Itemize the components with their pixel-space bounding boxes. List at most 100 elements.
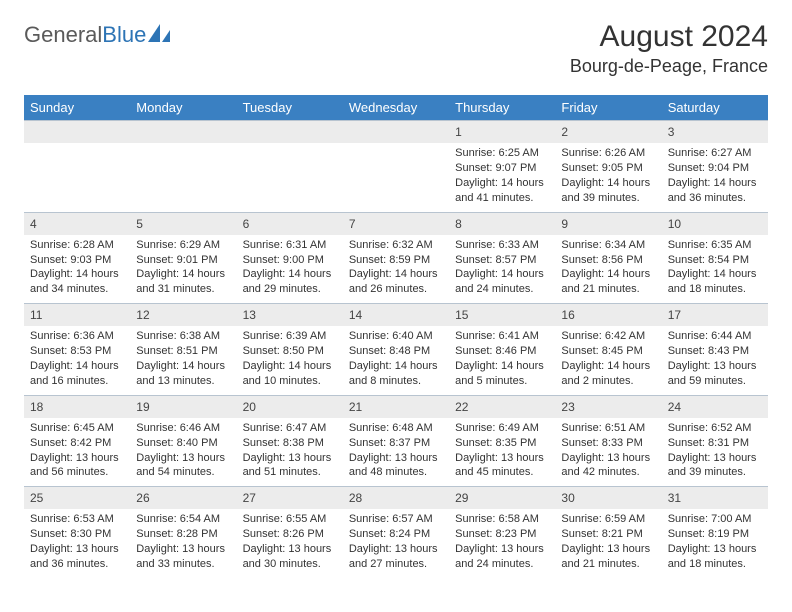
calendar-day-cell: 27Sunrise: 6:55 AMSunset: 8:26 PMDayligh… [237,486,343,578]
sunset-text: Sunset: 8:50 PM [243,344,337,359]
calendar-day-cell [343,120,449,212]
day-body: Sunrise: 6:29 AMSunset: 9:01 PMDaylight:… [130,235,236,303]
calendar-day-cell: 7Sunrise: 6:32 AMSunset: 8:59 PMDaylight… [343,212,449,304]
sunrise-text: Sunrise: 6:45 AM [30,421,124,436]
daylight-text: Daylight: 14 hours and 26 minutes. [349,267,443,297]
sunset-text: Sunset: 9:07 PM [455,161,549,176]
day-body: Sunrise: 6:54 AMSunset: 8:28 PMDaylight:… [130,509,236,577]
calendar-week-row: 11Sunrise: 6:36 AMSunset: 8:53 PMDayligh… [24,303,768,395]
day-number: 30 [555,486,661,509]
day-number: 20 [237,395,343,418]
daylight-text: Daylight: 14 hours and 16 minutes. [30,359,124,389]
day-number: 13 [237,303,343,326]
day-number: 26 [130,486,236,509]
daylight-text: Daylight: 13 hours and 24 minutes. [455,542,549,572]
sunrise-text: Sunrise: 6:46 AM [136,421,230,436]
day-header-row: Sunday Monday Tuesday Wednesday Thursday… [24,95,768,120]
day-body: Sunrise: 6:59 AMSunset: 8:21 PMDaylight:… [555,509,661,577]
day-header: Sunday [24,95,130,120]
calendar-day-cell: 4Sunrise: 6:28 AMSunset: 9:03 PMDaylight… [24,212,130,304]
calendar-day-cell: 6Sunrise: 6:31 AMSunset: 9:00 PMDaylight… [237,212,343,304]
daylight-text: Daylight: 14 hours and 39 minutes. [561,176,655,206]
calendar-day-cell: 31Sunrise: 7:00 AMSunset: 8:19 PMDayligh… [662,486,768,578]
day-body: Sunrise: 6:38 AMSunset: 8:51 PMDaylight:… [130,326,236,394]
sunrise-text: Sunrise: 6:40 AM [349,329,443,344]
day-body: Sunrise: 6:27 AMSunset: 9:04 PMDaylight:… [662,143,768,211]
sunset-text: Sunset: 8:54 PM [668,253,762,268]
sunrise-text: Sunrise: 6:49 AM [455,421,549,436]
daylight-text: Daylight: 13 hours and 18 minutes. [668,542,762,572]
location-label: Bourg-de-Peage, France [570,56,768,77]
day-body [343,143,449,152]
calendar-day-cell: 12Sunrise: 6:38 AMSunset: 8:51 PMDayligh… [130,303,236,395]
calendar-day-cell [237,120,343,212]
sunrise-text: Sunrise: 6:58 AM [455,512,549,527]
daylight-text: Daylight: 13 hours and 39 minutes. [668,451,762,481]
day-body: Sunrise: 6:31 AMSunset: 9:00 PMDaylight:… [237,235,343,303]
calendar-week-row: 18Sunrise: 6:45 AMSunset: 8:42 PMDayligh… [24,395,768,487]
calendar-day-cell: 15Sunrise: 6:41 AMSunset: 8:46 PMDayligh… [449,303,555,395]
day-number: 7 [343,212,449,235]
day-header: Saturday [662,95,768,120]
sunrise-text: Sunrise: 6:44 AM [668,329,762,344]
day-number: 17 [662,303,768,326]
logo: GeneralBlue [24,20,172,49]
day-body: Sunrise: 6:45 AMSunset: 8:42 PMDaylight:… [24,418,130,486]
day-number: 25 [24,486,130,509]
calendar-day-cell: 29Sunrise: 6:58 AMSunset: 8:23 PMDayligh… [449,486,555,578]
day-number: 4 [24,212,130,235]
sunset-text: Sunset: 8:46 PM [455,344,549,359]
calendar-week-row: 1Sunrise: 6:25 AMSunset: 9:07 PMDaylight… [24,120,768,212]
daylight-text: Daylight: 14 hours and 8 minutes. [349,359,443,389]
day-number: 11 [24,303,130,326]
logo-text: GeneralBlue [24,22,146,48]
sunrise-text: Sunrise: 6:26 AM [561,146,655,161]
sunset-text: Sunset: 8:31 PM [668,436,762,451]
day-body: Sunrise: 6:41 AMSunset: 8:46 PMDaylight:… [449,326,555,394]
calendar-day-cell: 20Sunrise: 6:47 AMSunset: 8:38 PMDayligh… [237,395,343,487]
day-number: 19 [130,395,236,418]
day-number [343,120,449,143]
day-body: Sunrise: 7:00 AMSunset: 8:19 PMDaylight:… [662,509,768,577]
sunset-text: Sunset: 8:48 PM [349,344,443,359]
calendar-day-cell: 2Sunrise: 6:26 AMSunset: 9:05 PMDaylight… [555,120,661,212]
sail-icon [146,22,172,49]
sunset-text: Sunset: 9:03 PM [30,253,124,268]
day-body [237,143,343,152]
day-body: Sunrise: 6:40 AMSunset: 8:48 PMDaylight:… [343,326,449,394]
calendar-day-cell: 19Sunrise: 6:46 AMSunset: 8:40 PMDayligh… [130,395,236,487]
daylight-text: Daylight: 14 hours and 10 minutes. [243,359,337,389]
sunset-text: Sunset: 8:24 PM [349,527,443,542]
sunset-text: Sunset: 9:00 PM [243,253,337,268]
sunrise-text: Sunrise: 6:34 AM [561,238,655,253]
sunset-text: Sunset: 9:05 PM [561,161,655,176]
calendar-day-cell [130,120,236,212]
daylight-text: Daylight: 14 hours and 5 minutes. [455,359,549,389]
daylight-text: Daylight: 14 hours and 29 minutes. [243,267,337,297]
day-body: Sunrise: 6:58 AMSunset: 8:23 PMDaylight:… [449,509,555,577]
day-number: 22 [449,395,555,418]
calendar-day-cell [24,120,130,212]
calendar-day-cell: 14Sunrise: 6:40 AMSunset: 8:48 PMDayligh… [343,303,449,395]
daylight-text: Daylight: 13 hours and 21 minutes. [561,542,655,572]
day-body [24,143,130,152]
sunset-text: Sunset: 8:43 PM [668,344,762,359]
daylight-text: Daylight: 14 hours and 13 minutes. [136,359,230,389]
day-number [24,120,130,143]
page-header: GeneralBlue August 2024 Bourg-de-Peage, … [24,20,768,77]
day-body: Sunrise: 6:34 AMSunset: 8:56 PMDaylight:… [555,235,661,303]
day-number: 27 [237,486,343,509]
sunrise-text: Sunrise: 6:29 AM [136,238,230,253]
sunset-text: Sunset: 8:30 PM [30,527,124,542]
daylight-text: Daylight: 13 hours and 45 minutes. [455,451,549,481]
day-number: 21 [343,395,449,418]
day-header: Monday [130,95,236,120]
sunset-text: Sunset: 8:40 PM [136,436,230,451]
calendar-day-cell: 11Sunrise: 6:36 AMSunset: 8:53 PMDayligh… [24,303,130,395]
day-body: Sunrise: 6:46 AMSunset: 8:40 PMDaylight:… [130,418,236,486]
sunset-text: Sunset: 8:57 PM [455,253,549,268]
daylight-text: Daylight: 14 hours and 21 minutes. [561,267,655,297]
day-number: 9 [555,212,661,235]
sunset-text: Sunset: 8:56 PM [561,253,655,268]
day-body: Sunrise: 6:42 AMSunset: 8:45 PMDaylight:… [555,326,661,394]
